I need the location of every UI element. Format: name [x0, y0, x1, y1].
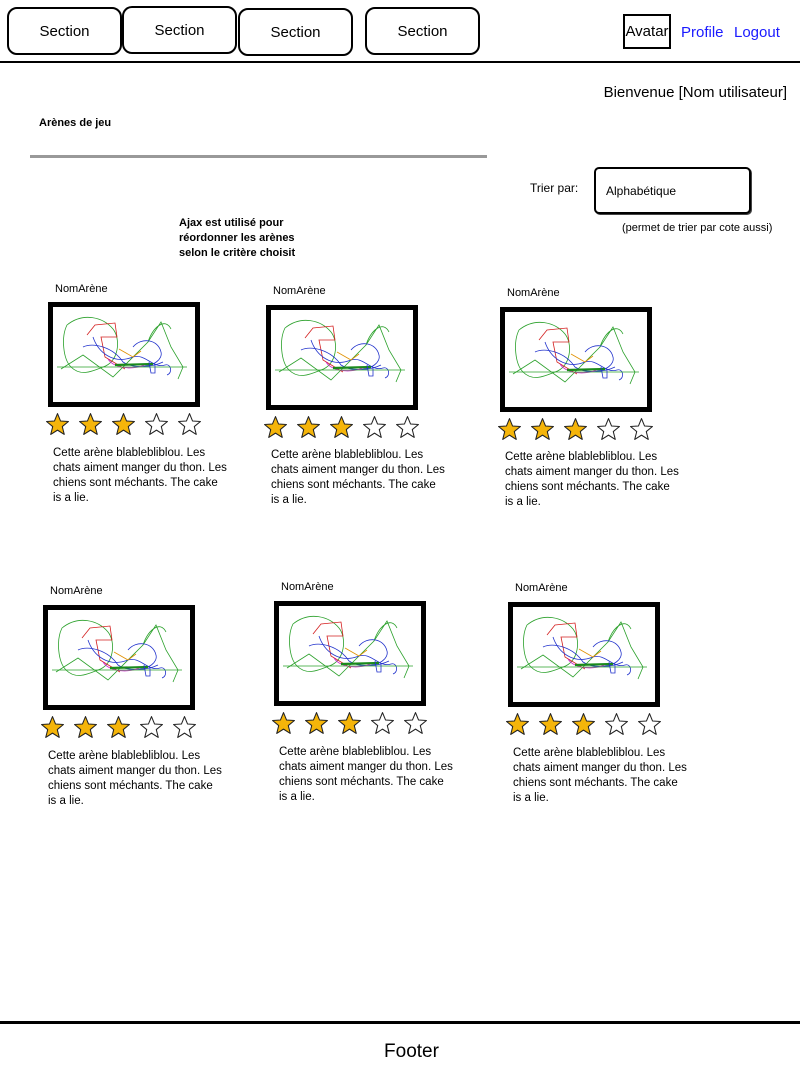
arena-rating — [44, 412, 203, 437]
sort-select-value: Alphabétique — [606, 184, 677, 198]
nav-section-tab-2[interactable]: Section — [122, 6, 237, 54]
star-filled-icon[interactable] — [44, 412, 71, 437]
star-filled-icon[interactable] — [328, 415, 355, 440]
arena-rating — [270, 711, 429, 736]
nav-section-label: Section — [154, 21, 205, 39]
arena-thumbnail[interactable] — [43, 605, 195, 710]
star-empty-icon[interactable] — [636, 712, 663, 737]
footer: Footer — [384, 1041, 439, 1062]
star-empty-icon[interactable] — [628, 417, 655, 442]
welcome-message: Bienvenue [Nom utilisateur] — [603, 84, 787, 101]
arena-description: Cette arène blablebliblou. Les chats aim… — [505, 451, 679, 508]
arena-name: NomArène — [273, 285, 326, 297]
star-filled-icon[interactable] — [77, 412, 104, 437]
star-filled-icon[interactable] — [110, 412, 137, 437]
star-filled-icon[interactable] — [303, 711, 330, 736]
arena-rating — [39, 715, 198, 740]
star-filled-icon[interactable] — [570, 712, 597, 737]
arena-name: NomArène — [50, 585, 103, 597]
arena-rating — [496, 417, 655, 442]
arena-description: Cette arène blablebliblou. Les chats aim… — [513, 747, 687, 804]
profile-link[interactable]: Profile — [681, 24, 724, 41]
arena-thumbnail[interactable] — [266, 305, 418, 410]
arena-description: Cette arène blablebliblou. Les chats aim… — [279, 746, 453, 803]
sort-note: (permet de trier par cote aussi) — [622, 222, 773, 234]
star-empty-icon[interactable] — [138, 715, 165, 740]
star-filled-icon[interactable] — [496, 417, 523, 442]
page-title: Arènes de jeu — [39, 117, 112, 129]
arena-name: NomArène — [281, 581, 334, 593]
title-divider — [30, 155, 487, 158]
star-filled-icon[interactable] — [262, 415, 289, 440]
avatar[interactable]: Avatar — [623, 14, 671, 49]
nav-section-tab-4[interactable]: Section — [365, 7, 480, 55]
star-empty-icon[interactable] — [402, 711, 429, 736]
star-empty-icon[interactable] — [143, 412, 170, 437]
star-filled-icon[interactable] — [529, 417, 556, 442]
star-filled-icon[interactable] — [105, 715, 132, 740]
footer-divider — [0, 1021, 800, 1024]
star-empty-icon[interactable] — [171, 715, 198, 740]
arena-name: NomArène — [515, 582, 568, 594]
star-empty-icon[interactable] — [394, 415, 421, 440]
sort-select[interactable]: Alphabétique — [594, 167, 751, 214]
nav-section-tab-3[interactable]: Section — [238, 8, 353, 56]
logout-link[interactable]: Logout — [734, 24, 780, 41]
arena-rating — [262, 415, 421, 440]
arena-thumbnail[interactable] — [274, 601, 426, 706]
star-filled-icon[interactable] — [72, 715, 99, 740]
star-filled-icon[interactable] — [336, 711, 363, 736]
arena-thumbnail[interactable] — [500, 307, 652, 412]
arena-rating — [504, 712, 663, 737]
arena-description: Cette arène blablebliblou. Les chats aim… — [53, 447, 227, 504]
header-divider — [0, 61, 800, 63]
star-filled-icon[interactable] — [39, 715, 66, 740]
ajax-note: Ajax est utilisé pour réordonner les arè… — [179, 217, 296, 259]
arena-description: Cette arène blablebliblou. Les chats aim… — [271, 449, 445, 506]
sort-label: Trier par: — [530, 181, 579, 195]
arena-name: NomArène — [507, 287, 560, 299]
star-empty-icon[interactable] — [369, 711, 396, 736]
arena-name: NomArène — [55, 283, 108, 295]
arena-thumbnail[interactable] — [48, 302, 200, 407]
arena-thumbnail[interactable] — [508, 602, 660, 707]
star-empty-icon[interactable] — [361, 415, 388, 440]
star-filled-icon[interactable] — [537, 712, 564, 737]
arena-description: Cette arène blablebliblou. Les chats aim… — [48, 750, 222, 807]
nav-section-label: Section — [270, 23, 321, 41]
nav-section-tab-1[interactable]: Section — [7, 7, 122, 55]
star-empty-icon[interactable] — [595, 417, 622, 442]
star-filled-icon[interactable] — [270, 711, 297, 736]
nav-section-label: Section — [39, 22, 90, 40]
avatar-label: Avatar — [625, 23, 669, 40]
nav-section-label: Section — [397, 22, 448, 40]
star-filled-icon[interactable] — [562, 417, 589, 442]
star-filled-icon[interactable] — [295, 415, 322, 440]
star-filled-icon[interactable] — [504, 712, 531, 737]
star-empty-icon[interactable] — [603, 712, 630, 737]
star-empty-icon[interactable] — [176, 412, 203, 437]
